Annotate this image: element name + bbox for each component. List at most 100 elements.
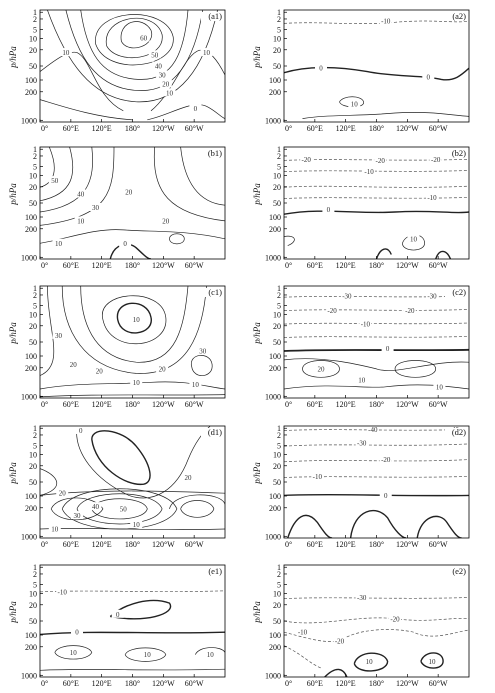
contour-label: -20	[390, 615, 400, 623]
panel-label-bg	[201, 288, 223, 297]
contour-label: 0	[386, 345, 390, 353]
contour-solid-e1-2	[40, 631, 225, 636]
x-tick-label: 120°E	[336, 400, 356, 409]
contour-label: 30	[159, 71, 167, 79]
contour-lines-a1	[40, 10, 225, 121]
contour-solid-c2-8	[284, 384, 469, 390]
contour-solid-d1-4	[50, 497, 104, 521]
contour-label-bg	[359, 319, 372, 328]
contour-solid-d1-1	[76, 426, 211, 499]
x-tick-label: 60°E	[63, 124, 79, 133]
y-tick-label: 2	[277, 152, 281, 161]
x-tick-label: 0°	[41, 400, 48, 409]
contour-lines-c1	[40, 286, 225, 398]
contour-solid-e2-5	[420, 652, 444, 669]
x-tick-label: 60°E	[63, 261, 79, 270]
contour-label-bg	[159, 216, 172, 225]
contour-label-bg	[48, 176, 61, 185]
x-tick-label: 60°E	[307, 124, 323, 133]
plot-frame	[283, 285, 470, 399]
panel-label: (a2)	[452, 11, 466, 21]
plot-frame	[283, 425, 470, 539]
x-tick-label: 180°	[125, 124, 140, 133]
y-tick-label: 1000	[265, 116, 281, 125]
contour-label-bg	[119, 238, 132, 247]
y-tick-label: 100	[269, 213, 281, 222]
x-tick-label: 120°E	[336, 540, 356, 549]
contour-label: 20	[318, 365, 326, 373]
y-tick-label: 20	[273, 46, 281, 55]
x-tick-label: 60°E	[63, 540, 79, 549]
contour-solid-e1-3	[54, 645, 93, 660]
x-tick-label: 60°W	[429, 124, 448, 133]
contour-lines-d2	[284, 429, 469, 538]
contour-solid-a1-8	[40, 99, 225, 121]
x-tick-label: 0°	[41, 261, 48, 270]
y-tick-label: 1	[33, 145, 37, 154]
contour-label: -20	[431, 156, 441, 164]
y-tick-label: 20	[273, 462, 281, 471]
contour-label-bg	[137, 33, 150, 42]
contour-solid-a2-2	[339, 96, 364, 108]
contour-label-bg	[426, 192, 438, 201]
contour-label: 10	[133, 316, 141, 324]
contour-label-bg	[426, 291, 438, 300]
panel-d2: -40-40-30-20-10012510205010020010000°60°…	[252, 424, 470, 549]
contour-label-bg	[74, 189, 87, 198]
contour-solid-b1-0	[40, 147, 55, 188]
contour-label-bg	[363, 167, 376, 176]
x-tick-label: 60°E	[63, 679, 79, 688]
contour-label-bg	[355, 438, 368, 447]
y-tick-label: 100	[25, 352, 37, 361]
x-tick-label: 120°W	[152, 540, 175, 549]
panel-label: (c2)	[452, 287, 466, 297]
y-tick-label: 50	[29, 338, 37, 347]
x-tick-label: 180°	[369, 679, 384, 688]
contour-solid-a1-5	[47, 10, 218, 103]
contour-solid-b1-7	[109, 243, 152, 259]
y-tick-label: 100	[25, 492, 37, 501]
contour-dashed-e2-1	[284, 617, 469, 624]
panel-label-bg	[445, 288, 467, 297]
contour-label: 10	[203, 49, 211, 57]
y-tick-label: 10	[273, 451, 281, 460]
y-tick-label: 2	[33, 15, 37, 24]
contour-label: -30	[427, 293, 437, 301]
x-tick-label: 180°	[369, 124, 384, 133]
y-tick-label: 1	[277, 8, 281, 17]
x-tick-label: 60°W	[185, 679, 204, 688]
y-axis-label: p/hPa	[252, 183, 262, 206]
contour-dashed-c2-2	[284, 322, 469, 325]
contour-solid-a1-2	[95, 14, 174, 66]
contour-solid-d1-2	[40, 468, 57, 496]
y-tick-label: 5	[33, 581, 37, 590]
contour-label-bg	[355, 592, 368, 601]
contour-label: 0	[327, 206, 331, 214]
contour-label-bg	[56, 488, 69, 497]
y-tick-label: 2	[33, 291, 37, 300]
y-tick-label: 2	[277, 570, 281, 579]
y-tick-label: 10	[273, 172, 281, 181]
contour-solid-a1-1	[106, 18, 163, 59]
contour-label-bg	[379, 490, 392, 499]
contour-dashed-b2-3	[284, 197, 469, 199]
y-tick-label: 10	[273, 311, 281, 320]
contour-label-bg	[74, 425, 87, 434]
contour-solid-c1-5	[191, 355, 213, 376]
y-axis-label: p/hPa	[8, 462, 18, 485]
contour-dashed-e1-0	[40, 590, 225, 593]
contour-label: 10	[410, 235, 418, 243]
contour-lines-e2	[284, 597, 469, 677]
panel-label: (b1)	[208, 148, 222, 158]
contour-label-bg	[48, 524, 61, 533]
contour-label-bg	[355, 375, 368, 384]
contour-label: 10	[192, 381, 200, 389]
contour-label-bg	[117, 504, 130, 513]
x-tick-label: 60°W	[185, 124, 204, 133]
contour-label-bg	[204, 650, 217, 659]
contour-label-bg	[189, 380, 202, 389]
y-tick-label: 1	[277, 424, 281, 433]
y-tick-label: 2	[277, 15, 281, 24]
